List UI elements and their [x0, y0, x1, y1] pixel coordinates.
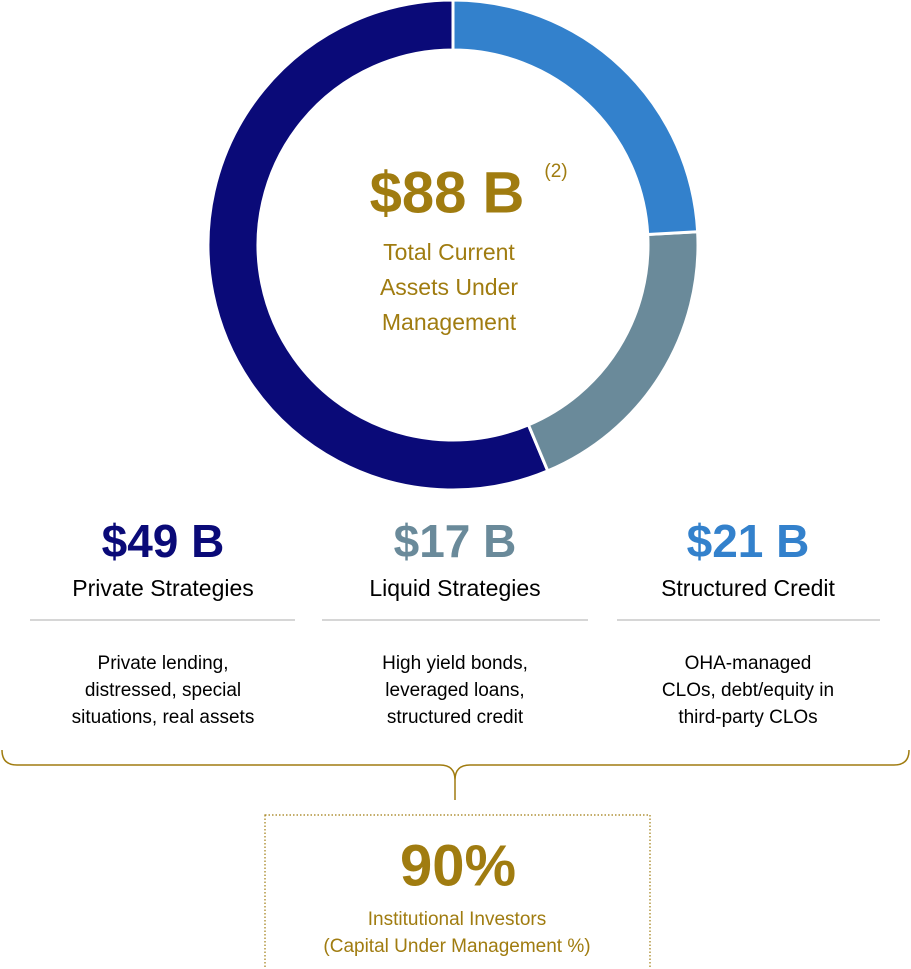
segment-description: distressed, special [85, 680, 241, 701]
segment-description: leveraged loans, [385, 680, 524, 701]
donut-segment [451, 0, 700, 237]
center-caption: Assets Under [380, 274, 518, 300]
investors-caption: Institutional Investors [368, 909, 546, 930]
investors-caption: (Capital Under Management %) [323, 936, 590, 957]
segment-description: CLOs, debt/equity in [662, 680, 834, 701]
center-caption: Total Current [383, 239, 515, 265]
center-value: $88 B [370, 160, 525, 225]
segment-description: Private lending, [98, 653, 229, 674]
center-note: (2) [544, 161, 567, 182]
segment-value: $17 B [394, 515, 517, 567]
segment-description: OHA-managed [685, 653, 812, 674]
segment-description: situations, real assets [72, 707, 255, 728]
segment-name: Structured Credit [661, 575, 835, 601]
segment-description: structured credit [387, 707, 524, 728]
investors-value: 90% [400, 833, 516, 898]
investor-box [264, 814, 651, 969]
segment-description: third-party CLOs [678, 707, 817, 728]
segment-description: High yield bonds, [382, 653, 528, 674]
segment-value: $21 B [687, 515, 810, 567]
segment-value: $49 B [102, 515, 225, 567]
center-caption: Management [382, 309, 517, 335]
donut-segment [206, 0, 550, 492]
donut-segment [526, 230, 700, 473]
segment-name: Liquid Strategies [369, 575, 540, 601]
segment-name: Private Strategies [72, 575, 254, 601]
bracket [1, 749, 910, 800]
